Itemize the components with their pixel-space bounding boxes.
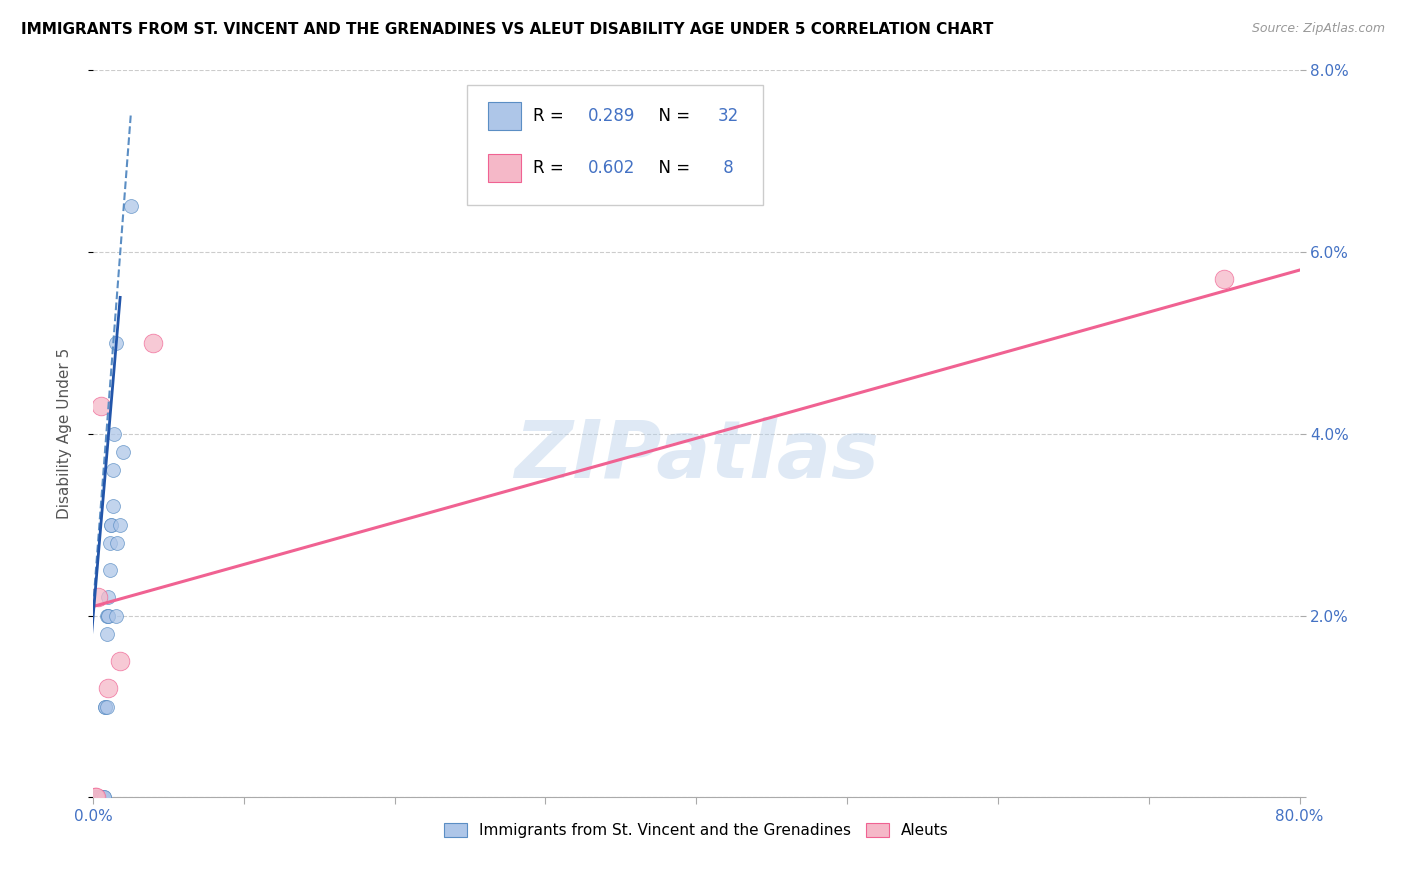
Point — [94, 699, 117, 714]
Text: N =: N = — [648, 160, 696, 178]
Text: Source: ZipAtlas.com: Source: ZipAtlas.com — [1251, 22, 1385, 36]
Point — [100, 517, 122, 532]
Point — [97, 681, 120, 696]
Point — [83, 790, 105, 805]
Point — [90, 790, 112, 805]
Text: R =: R = — [533, 107, 569, 125]
Text: R =: R = — [533, 160, 569, 178]
Point — [90, 400, 112, 414]
Point — [83, 790, 105, 805]
Point — [91, 790, 114, 805]
FancyBboxPatch shape — [467, 85, 762, 204]
Point — [96, 608, 118, 623]
Point — [108, 654, 131, 668]
Text: ZIPatlas: ZIPatlas — [513, 417, 879, 494]
Point — [105, 536, 128, 550]
Text: 8: 8 — [718, 160, 734, 178]
Legend: Immigrants from St. Vincent and the Grenadines, Aleuts: Immigrants from St. Vincent and the Gren… — [437, 817, 955, 845]
Point — [84, 790, 107, 805]
Point — [97, 591, 120, 605]
Point — [94, 699, 117, 714]
Point — [96, 699, 118, 714]
Point — [101, 463, 124, 477]
Point — [1213, 272, 1236, 286]
Text: 32: 32 — [718, 107, 740, 125]
Point — [87, 790, 110, 805]
Point — [103, 426, 125, 441]
Point — [96, 627, 118, 641]
Point — [100, 517, 122, 532]
Point — [93, 790, 115, 805]
Point — [91, 790, 114, 805]
Text: N =: N = — [648, 107, 696, 125]
Point — [90, 790, 112, 805]
Point — [97, 608, 120, 623]
Point — [93, 790, 115, 805]
Point — [98, 536, 121, 550]
Point — [86, 790, 108, 805]
Point — [142, 335, 165, 350]
FancyBboxPatch shape — [488, 154, 522, 182]
Point — [101, 500, 124, 514]
Point — [84, 790, 107, 805]
Y-axis label: Disability Age Under 5: Disability Age Under 5 — [58, 348, 72, 519]
Text: IMMIGRANTS FROM ST. VINCENT AND THE GRENADINES VS ALEUT DISABILITY AGE UNDER 5 C: IMMIGRANTS FROM ST. VINCENT AND THE GREN… — [21, 22, 994, 37]
Point — [97, 608, 120, 623]
Point — [86, 790, 108, 805]
Point — [86, 591, 108, 605]
Point — [120, 199, 142, 213]
Point — [104, 335, 127, 350]
Point — [112, 445, 135, 459]
Text: 0.602: 0.602 — [588, 160, 636, 178]
Point — [104, 608, 127, 623]
Point — [108, 517, 131, 532]
Text: 0.289: 0.289 — [588, 107, 636, 125]
Point — [98, 563, 121, 577]
FancyBboxPatch shape — [488, 102, 522, 129]
